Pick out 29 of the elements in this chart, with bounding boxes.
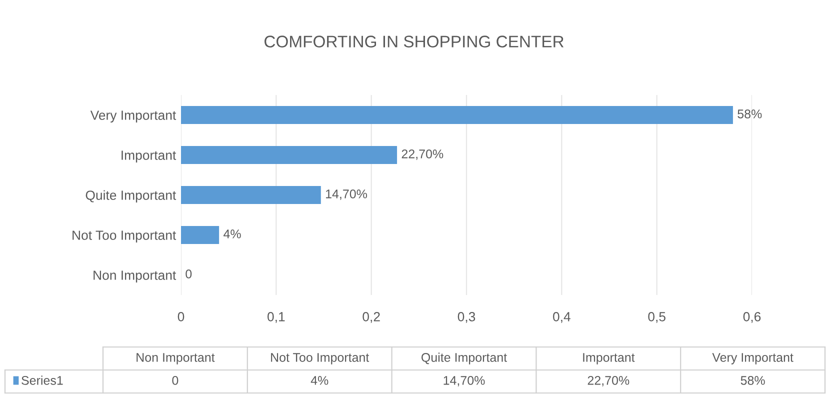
data-label: 58% [738, 110, 762, 118]
text: 14,70% [444, 376, 485, 386]
data-label: 0 [186, 270, 192, 278]
data-label: 4% [224, 230, 241, 238]
x-tick-label: 0 [178, 312, 184, 322]
x-tick-label: 0,1 [268, 312, 285, 323]
y-tick-label: Important [122, 150, 176, 163]
data-label: 14,70% [326, 190, 368, 200]
x-tick-label: 0,5 [648, 312, 666, 323]
y-tick-label: Non Important [94, 270, 176, 283]
y-tick-label: Quite Important [86, 190, 176, 203]
data-label: 22,70% [402, 150, 444, 160]
x-tick-label: 0,2 [362, 312, 380, 323]
category-label: Not Too Important [271, 353, 370, 364]
y-tick-label: Not Too Important [72, 230, 176, 243]
legend-label: Series1 [22, 376, 63, 385]
chart-title: COMFORTING IN SHOPPING CENTER [264, 36, 564, 48]
x-tick-label: 0,3 [458, 312, 476, 323]
y-tick-label: Very Important [90, 110, 176, 123]
text: 58% [740, 376, 765, 385]
category-label: Non Important [136, 353, 215, 364]
x-tick-label: 0,6 [743, 312, 761, 323]
category-label: Very Important [712, 353, 794, 364]
text: 22,70% [588, 376, 630, 386]
category-label: Important [583, 353, 635, 364]
x-tick-label: 0,4 [553, 312, 570, 323]
category-label: Quite Important [422, 352, 507, 364]
text: 4% [310, 376, 328, 385]
text: 0 [172, 376, 178, 385]
